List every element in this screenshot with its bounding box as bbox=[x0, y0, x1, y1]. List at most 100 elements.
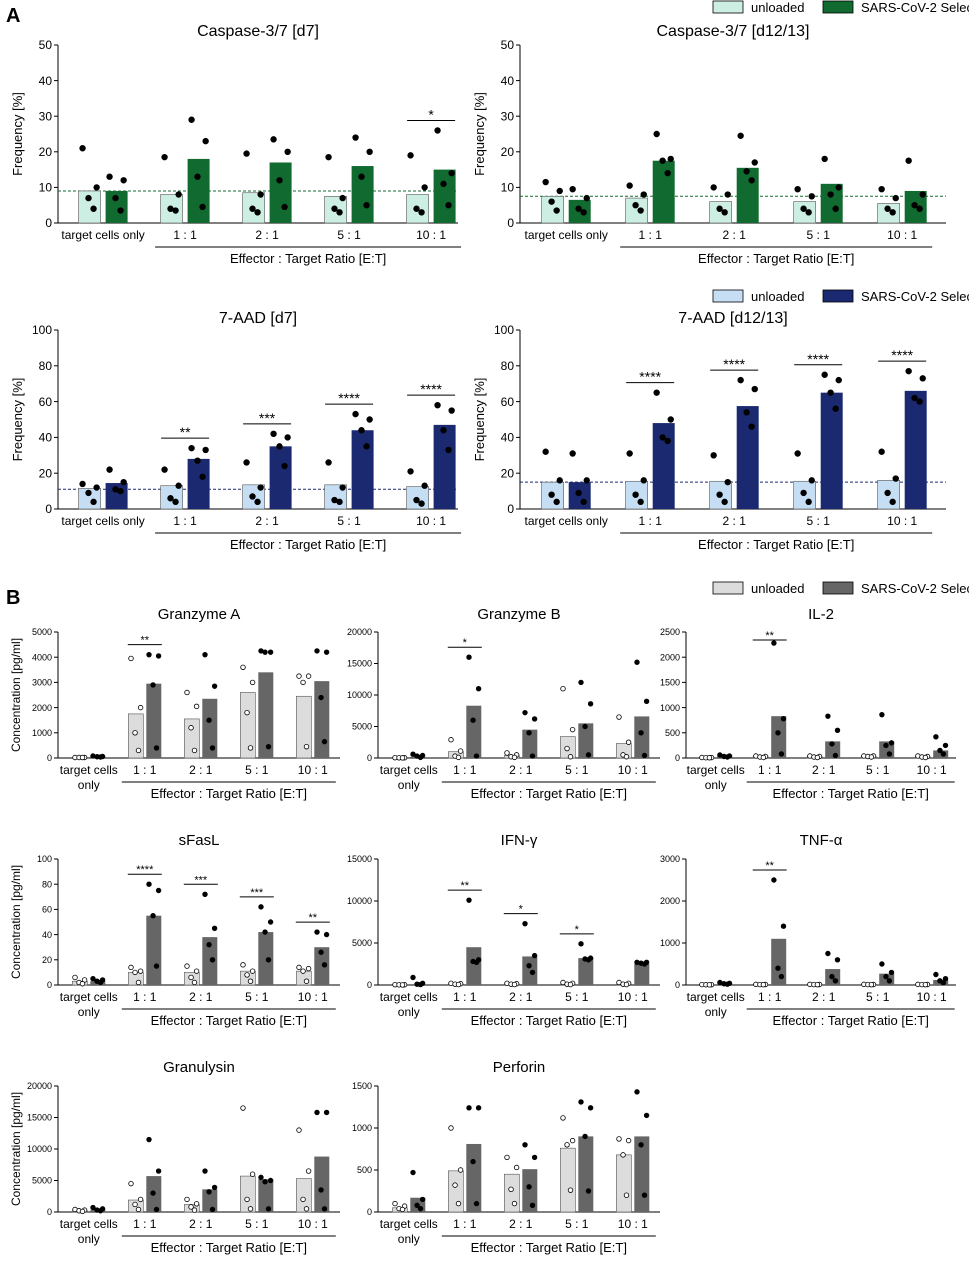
data-point bbox=[79, 981, 86, 987]
data-point bbox=[641, 961, 648, 967]
legend-label-loaded: SARS-CoV-2 Select bbox=[861, 581, 969, 596]
data-point bbox=[211, 1184, 218, 1191]
data-point bbox=[97, 1208, 104, 1214]
data-point bbox=[323, 1109, 330, 1116]
data-point bbox=[202, 446, 209, 454]
y-tick-label: 50 bbox=[39, 38, 53, 52]
significance-label: * bbox=[463, 637, 468, 649]
data-point bbox=[623, 1192, 630, 1198]
data-point bbox=[244, 709, 250, 716]
bar-loaded bbox=[105, 190, 128, 223]
significance-label: **** bbox=[420, 381, 442, 397]
data-point bbox=[567, 754, 574, 760]
x-tick-label: only bbox=[398, 1232, 420, 1246]
data-point bbox=[244, 972, 250, 978]
x-tick-label: 10 : 1 bbox=[298, 990, 328, 1004]
data-point bbox=[265, 1206, 272, 1212]
data-point bbox=[191, 979, 198, 986]
x-tick-label: 1 : 1 bbox=[133, 990, 157, 1004]
y-tick-label: 40 bbox=[501, 74, 515, 88]
data-point bbox=[209, 1206, 216, 1213]
data-point bbox=[318, 694, 324, 701]
significance-label: * bbox=[575, 924, 580, 936]
y-tick-label: 15000 bbox=[347, 659, 372, 669]
bar-loaded bbox=[433, 424, 456, 509]
chart-title: 7-AAD [d12/13] bbox=[678, 310, 787, 327]
y-tick-label: 5000 bbox=[32, 627, 52, 637]
data-point bbox=[93, 184, 100, 191]
y-tick-label: 0 bbox=[367, 753, 372, 763]
x-tick-label: 10 : 1 bbox=[298, 763, 328, 777]
y-tick-label: 5000 bbox=[352, 722, 372, 732]
data-point bbox=[352, 134, 359, 141]
bar-unloaded bbox=[615, 1154, 632, 1213]
bar-loaded bbox=[904, 390, 927, 509]
bar-loaded bbox=[634, 964, 650, 985]
bar-unloaded bbox=[709, 201, 733, 224]
data-point bbox=[716, 205, 723, 212]
data-point bbox=[585, 1188, 592, 1194]
data-point bbox=[211, 683, 218, 689]
legend-label-unloaded: unloaded bbox=[751, 581, 805, 596]
significance-label: **** bbox=[639, 369, 661, 385]
data-point bbox=[475, 1105, 482, 1111]
data-point bbox=[90, 498, 97, 506]
data-point bbox=[743, 168, 750, 175]
data-point bbox=[323, 649, 330, 655]
y-tick-label: 20 bbox=[501, 466, 515, 480]
data-point bbox=[706, 982, 713, 988]
data-point bbox=[413, 496, 420, 504]
y-tick-label: 100 bbox=[32, 323, 52, 337]
bar-loaded bbox=[314, 681, 330, 758]
data-point bbox=[202, 137, 209, 145]
bar-loaded bbox=[258, 1179, 274, 1212]
data-point bbox=[751, 385, 758, 393]
data-point bbox=[417, 754, 424, 761]
bar-unloaded bbox=[625, 197, 649, 224]
data-point bbox=[97, 979, 104, 986]
data-point bbox=[262, 649, 268, 655]
data-point bbox=[392, 1200, 398, 1207]
bar-loaded bbox=[269, 162, 292, 223]
data-point bbox=[775, 965, 781, 971]
x-tick-label: 2 : 1 bbox=[255, 514, 279, 528]
data-point bbox=[262, 1179, 268, 1185]
data-point bbox=[794, 450, 801, 457]
data-point bbox=[440, 427, 447, 434]
data-point bbox=[281, 203, 288, 211]
significance-label: ** bbox=[141, 635, 150, 647]
data-point bbox=[244, 1196, 250, 1203]
data-point bbox=[710, 184, 717, 191]
bar-loaded bbox=[578, 723, 594, 758]
data-point bbox=[724, 478, 731, 486]
y-tick-label: 0 bbox=[45, 502, 52, 516]
bar-loaded bbox=[258, 672, 274, 758]
data-point bbox=[942, 976, 949, 982]
data-point bbox=[276, 177, 283, 184]
data-point bbox=[583, 194, 590, 202]
chart-title: Granulysin bbox=[163, 1059, 235, 1076]
data-point bbox=[638, 730, 644, 736]
bar-loaded bbox=[578, 1136, 594, 1212]
data-point bbox=[117, 207, 124, 214]
data-point bbox=[146, 881, 152, 887]
bar-unloaded bbox=[295, 1178, 312, 1213]
y-axis-label: Frequency [%] bbox=[10, 378, 25, 462]
significance-label: **** bbox=[338, 390, 360, 406]
data-point bbox=[184, 689, 190, 696]
x-tick-label: only bbox=[705, 1005, 727, 1019]
data-point bbox=[150, 1190, 156, 1196]
legend-label-unloaded: unloaded bbox=[751, 289, 805, 304]
data-point bbox=[886, 751, 893, 757]
data-point bbox=[560, 1115, 566, 1121]
data-point bbox=[905, 367, 912, 375]
data-point bbox=[653, 130, 660, 138]
bar-loaded bbox=[634, 716, 650, 758]
bar-loaded bbox=[652, 160, 675, 223]
data-point bbox=[834, 727, 841, 733]
data-point bbox=[79, 754, 86, 761]
data-point bbox=[582, 723, 588, 730]
data-point bbox=[296, 1127, 302, 1133]
y-tick-label: 0 bbox=[47, 1207, 52, 1217]
y-tick-label: 2000 bbox=[32, 703, 52, 713]
